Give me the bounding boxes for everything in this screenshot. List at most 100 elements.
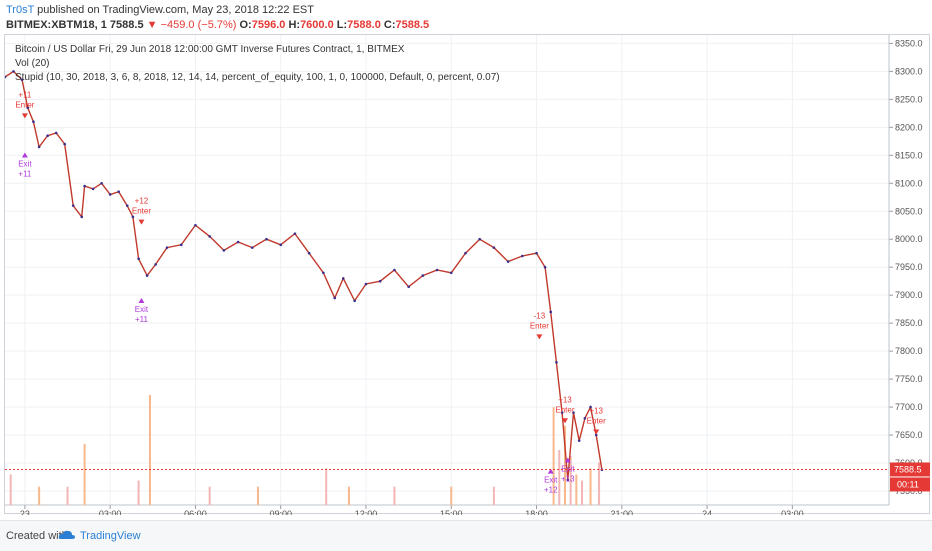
price-chart[interactable]: 8350.0 8300.0 8250.0 8200.0 8150.0 8100.0 8050… <box>5 35 931 515</box>
volume-bar <box>450 486 453 505</box>
last-price: 7588.5 <box>109 19 144 31</box>
x-tick-label: 18:00 <box>525 509 548 515</box>
trade-enter-label: Enter <box>587 416 606 425</box>
price-point <box>589 405 592 409</box>
volume-bar <box>9 474 12 505</box>
trade-enter-label: Enter <box>132 207 151 216</box>
y-tick-label: 7900.0 <box>895 290 923 300</box>
price-change: −459.0 (−5.7%) <box>160 19 237 31</box>
price-point <box>364 282 368 286</box>
trade-qty-label: +11 <box>18 170 32 179</box>
price-point <box>594 433 598 437</box>
exit-arrow-icon <box>21 152 28 158</box>
chart-pane[interactable]: 8350.0 8300.0 8250.0 8200.0 8150.0 8100.0 8050… <box>4 34 931 515</box>
volume-bar <box>581 480 584 505</box>
price-point <box>83 184 86 188</box>
volume-bar <box>208 486 211 505</box>
enter-arrow-icon <box>561 418 568 424</box>
author-link[interactable]: Tr0sT <box>6 4 35 16</box>
high-label: H: <box>288 19 301 31</box>
volume-bar <box>552 407 555 505</box>
x-tick-label: 03:00 <box>99 509 122 515</box>
x-tick-label: 15:00 <box>440 509 463 515</box>
down-arrow-icon: ▼ <box>146 19 158 31</box>
y-tick-label: 8050.0 <box>895 206 923 216</box>
price-point <box>535 251 538 255</box>
price-point <box>577 439 581 442</box>
open-value: 7596.0 <box>251 19 286 31</box>
publish-info: Tr0sT published on TradingView.com, May … <box>6 4 314 16</box>
published-text: published on TradingView.com, May 23, 20… <box>34 4 314 16</box>
volume-legend[interactable]: Vol (20) <box>15 58 50 69</box>
x-tick-label: 23 <box>20 509 30 515</box>
y-tick-label: 8200.0 <box>895 122 923 132</box>
y-tick-label: 7800.0 <box>895 346 923 356</box>
trade-exit-label: Exit <box>18 160 32 169</box>
price-point <box>179 243 183 247</box>
x-tick-label: 09:00 <box>269 509 292 515</box>
x-tick-label: 03:00 <box>781 509 804 515</box>
price-point <box>449 271 453 275</box>
price-point <box>250 246 254 249</box>
exit-arrow-icon <box>138 297 145 303</box>
x-tick-label: 21:00 <box>611 509 634 515</box>
price-point <box>378 279 382 283</box>
footer: Created with TradingView <box>0 520 932 551</box>
close-value: 7588.5 <box>395 19 430 31</box>
price-point <box>117 190 120 193</box>
volume-bar <box>256 486 259 505</box>
price-point <box>560 411 564 414</box>
price-point <box>137 257 140 261</box>
y-tick-label: 7700.0 <box>895 402 923 412</box>
countdown-tag <box>890 477 930 492</box>
price-point <box>236 240 240 244</box>
trade-enter-label: Enter <box>530 321 549 330</box>
trade-qty-label: +12 <box>544 486 558 495</box>
volume-bar <box>575 474 578 505</box>
volume-bar <box>589 468 592 505</box>
tradingview-cloud-icon <box>58 530 75 539</box>
countdown-tag-text: 00:11 <box>897 479 919 489</box>
price-point <box>341 277 345 280</box>
trade-exit-label: Exit <box>135 305 149 314</box>
volume-bar <box>347 486 350 505</box>
price-point <box>12 70 15 73</box>
y-tick-label: 8350.0 <box>895 38 923 48</box>
trade-exit-label: Exit <box>544 476 558 485</box>
tradingview-link[interactable]: TradingView <box>80 530 141 542</box>
exit-arrow-icon <box>547 468 554 474</box>
price-series-line <box>5 70 603 480</box>
trade-qty-label: +12 <box>135 197 149 206</box>
y-tick-label: 8100.0 <box>895 178 923 188</box>
volume-bar <box>148 395 151 505</box>
price-point <box>393 268 396 272</box>
price-point <box>54 131 58 135</box>
y-tick-label: 8300.0 <box>895 66 923 76</box>
chart-header: Tr0sT published on TradingView.com, May … <box>0 0 932 34</box>
trade-qty-label: +11 <box>18 90 32 99</box>
enter-arrow-icon <box>536 334 543 340</box>
volume-bar <box>393 486 396 505</box>
price-point <box>108 193 112 196</box>
low-label: L: <box>336 19 348 31</box>
price-point <box>37 145 41 149</box>
y-tick-label: 8150.0 <box>895 150 923 160</box>
price-point <box>322 271 325 275</box>
price-point <box>91 187 95 191</box>
volume-bar <box>38 486 41 505</box>
symbol-name[interactable]: BITMEX:XBTM18, 1 <box>6 19 107 31</box>
price-point <box>543 265 547 269</box>
price-point <box>20 78 24 82</box>
strategy-legend[interactable]: Stupid (10, 30, 2018, 3, 6, 8, 2018, 12,… <box>15 72 500 83</box>
trade-qty-label: -13 <box>534 311 546 320</box>
trade-enter-label: Enter <box>555 405 574 414</box>
price-point <box>100 181 103 185</box>
volume-bar <box>558 450 561 505</box>
price-point <box>506 260 510 263</box>
volume-bar <box>563 425 566 505</box>
x-tick-label: 24 <box>702 509 712 515</box>
price-point <box>63 142 66 146</box>
enter-arrow-icon <box>138 219 145 225</box>
price-point <box>572 411 575 414</box>
price-point <box>492 246 496 249</box>
